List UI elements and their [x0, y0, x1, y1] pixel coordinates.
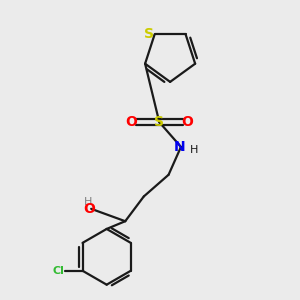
Text: H: H: [190, 145, 198, 155]
Text: S: S: [154, 115, 164, 129]
Text: S: S: [144, 27, 154, 41]
Text: O: O: [84, 202, 96, 216]
Text: Cl: Cl: [53, 266, 64, 276]
Text: O: O: [125, 115, 137, 129]
Text: H: H: [84, 197, 92, 207]
Text: O: O: [182, 115, 194, 129]
Text: N: N: [174, 140, 185, 154]
